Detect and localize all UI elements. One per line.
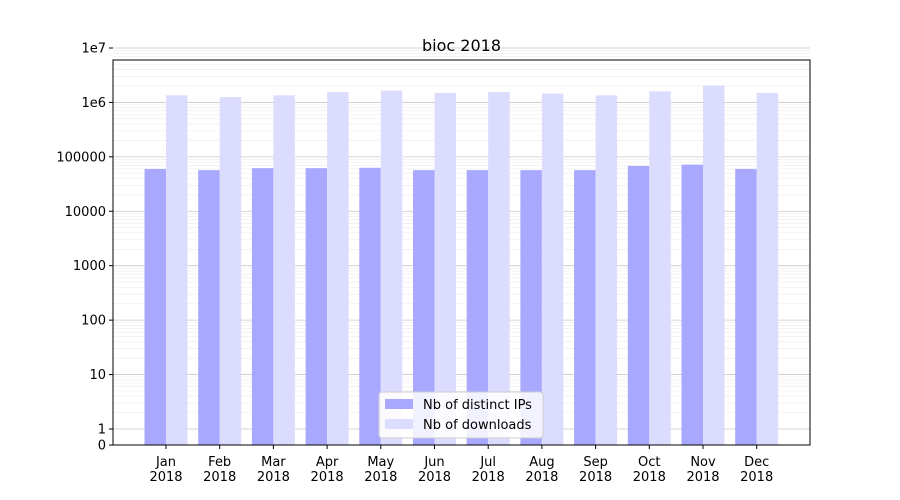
x-tick-label: Jun 2018 [418, 455, 451, 485]
y-tick-label: 1e6 [81, 96, 106, 111]
bar-downloads [756, 92, 779, 445]
x-tick-label: Nov 2018 [686, 455, 719, 485]
bar-distinct-ips [198, 170, 220, 445]
bar-downloads [219, 97, 242, 445]
bar-distinct-ips [735, 168, 757, 445]
legend: Nb of distinct IPs Nb of downloads [378, 391, 544, 439]
bar-downloads [380, 90, 403, 446]
y-tick-label: 100 [81, 314, 106, 329]
bar-downloads [273, 95, 295, 446]
bar-downloads [488, 92, 510, 446]
bar-distinct-ips [574, 170, 596, 445]
y-axis: 01 10 100 1000 10000 100000 1e6 1e7 [56, 41, 113, 454]
legend-label: Nb of downloads [423, 418, 532, 433]
bar-distinct-ips [305, 168, 328, 445]
x-tick-label: Jul 2018 [472, 455, 505, 485]
bar-downloads [703, 85, 725, 446]
bars [144, 85, 779, 446]
x-tick-label: Feb 2018 [203, 455, 236, 485]
x-tick-label: Apr 2018 [311, 455, 344, 485]
y-tick-label: 10000 [65, 205, 106, 220]
y-tick-label: 1 [98, 423, 106, 438]
bar-distinct-ips [520, 170, 542, 445]
y-tick-label: 100000 [56, 150, 106, 165]
y-tick-label: 10 [89, 368, 106, 383]
y-tick-label: 1e7 [81, 41, 106, 56]
bar-distinct-ips [359, 167, 381, 445]
bar-downloads [595, 95, 618, 446]
bar-distinct-ips [466, 170, 489, 445]
bar-downloads [541, 93, 564, 445]
legend-box [378, 391, 544, 439]
bar-distinct-ips [413, 170, 435, 445]
x-tick-label: Dec 2018 [740, 455, 773, 485]
plot-area-frame [112, 59, 811, 446]
x-tick-label: Aug 2018 [525, 455, 558, 485]
bar-distinct-ips [251, 168, 274, 445]
bar-downloads [327, 92, 349, 446]
bar-distinct-ips [144, 168, 166, 445]
legend-swatch [385, 419, 413, 429]
bar-downloads [649, 91, 671, 445]
y-tick-label: 0 [98, 439, 106, 454]
bar-distinct-ips [681, 164, 703, 445]
y-tick-label: 1000 [73, 259, 106, 274]
chart-title: bioc 2018 [422, 36, 501, 55]
x-tick-label: Mar 2018 [257, 455, 290, 485]
legend-label: Nb of distinct IPs [423, 398, 532, 413]
x-tick-label: Oct 2018 [633, 455, 666, 485]
bar-downloads [166, 95, 188, 446]
x-tick-label: May 2018 [364, 455, 397, 485]
legend-swatch [385, 399, 413, 409]
x-tick-label: Sep 2018 [579, 455, 612, 485]
bar-distinct-ips [627, 165, 650, 445]
x-axis: Jan 2018 Feb 2018 Mar 2018 Apr 2018 May 2018 Jun 20… [149, 445, 773, 485]
x-tick-label: Jan 2018 [149, 455, 182, 485]
bar-downloads [434, 92, 456, 445]
